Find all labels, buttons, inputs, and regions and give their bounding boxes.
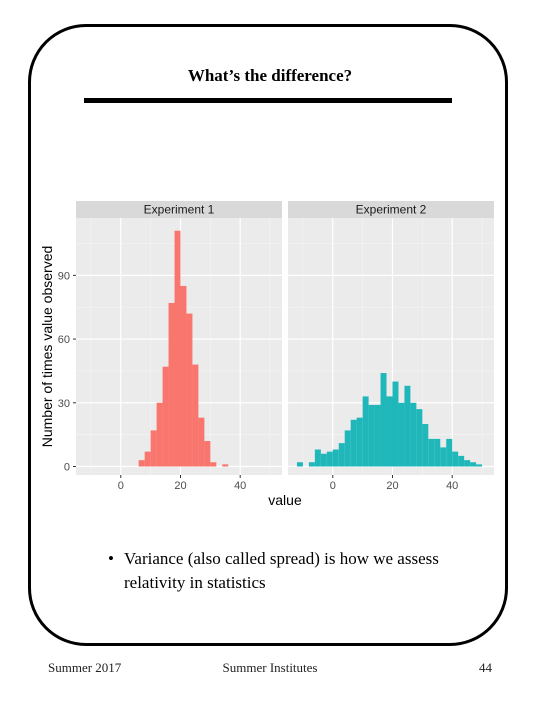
y-axis-title: Number of times value observed [39, 246, 55, 448]
histogram-bar [452, 451, 459, 467]
x-tick-label: 40 [446, 480, 458, 492]
y-tick-label: 60 [58, 334, 70, 346]
histogram-bar [138, 460, 145, 467]
y-tick-label: 0 [64, 462, 70, 474]
histogram-bar [326, 451, 333, 467]
histogram-bar [192, 364, 199, 467]
histogram-bar [380, 373, 387, 467]
footer-date: Summer 2017 [48, 660, 122, 675]
y-tick-label: 30 [58, 398, 70, 410]
histogram-bar [416, 409, 423, 467]
histogram-bar [144, 451, 151, 467]
histogram-bar [386, 396, 393, 467]
histogram-bar [314, 449, 321, 467]
x-tick-label: 40 [234, 480, 246, 492]
facet-strip [76, 201, 282, 218]
x-tick-label: 0 [330, 480, 336, 492]
histogram-bar [338, 443, 345, 467]
x-tick-label: 0 [118, 480, 124, 492]
histogram-bar [186, 313, 193, 467]
histogram-bar [368, 404, 375, 467]
x-tick-label: 20 [174, 480, 186, 492]
y-tick-label: 90 [58, 270, 70, 282]
histogram-bar [308, 462, 315, 467]
histogram-bar [440, 447, 447, 467]
histogram-bar [410, 402, 417, 467]
slide-frame [28, 24, 508, 646]
histogram-bar [404, 385, 411, 467]
histogram-bar [204, 441, 211, 467]
facet-label: Experiment 1 [144, 203, 215, 217]
histogram-bar [156, 402, 163, 467]
facet-strip [288, 201, 494, 218]
slide-number: 44 [479, 660, 492, 675]
footer-organization: Summer Institutes [222, 660, 318, 675]
histogram-bar [428, 438, 435, 467]
histogram-bar [458, 455, 465, 467]
histogram-bar [174, 230, 181, 467]
histogram-bar [198, 417, 205, 467]
histogram-bar [470, 462, 477, 467]
facet-label: Experiment 2 [356, 203, 427, 217]
bullet-point: • Variance (also called spread) is how w… [108, 547, 488, 595]
histogram-bar [446, 438, 453, 467]
histogram-bar [356, 417, 363, 467]
histogram-bar [362, 396, 369, 467]
histogram-bar [350, 419, 357, 467]
histogram-bar [434, 438, 441, 467]
histogram-bar [320, 453, 327, 467]
histogram-chart: Experiment 1 0 20 40 Experiment 2 0 20 40 0 30 60 9… [39, 201, 494, 508]
histogram-bar [464, 460, 471, 467]
histogram-bar [222, 464, 229, 467]
histogram-bar [150, 430, 157, 467]
bullet-text: Variance (also called spread) is how we … [124, 549, 439, 592]
histogram-bar [422, 424, 429, 467]
x-axis-title: value [268, 492, 302, 508]
histogram-bar [374, 404, 381, 467]
histogram-bar [296, 462, 303, 467]
histogram-bar [476, 464, 483, 467]
histogram-bar [392, 381, 399, 467]
histogram-bar [168, 302, 175, 467]
slide-title: What’s the difference? [187, 66, 353, 85]
histogram-bar [180, 285, 187, 467]
histogram-bar [344, 430, 351, 467]
bullet-dot: • [108, 549, 114, 568]
histogram-bar [210, 462, 217, 467]
histogram-bar [398, 402, 405, 467]
title-underline [84, 98, 452, 103]
histogram-bar [332, 449, 339, 467]
x-tick-label: 20 [386, 480, 398, 492]
histogram-bar [162, 366, 169, 467]
